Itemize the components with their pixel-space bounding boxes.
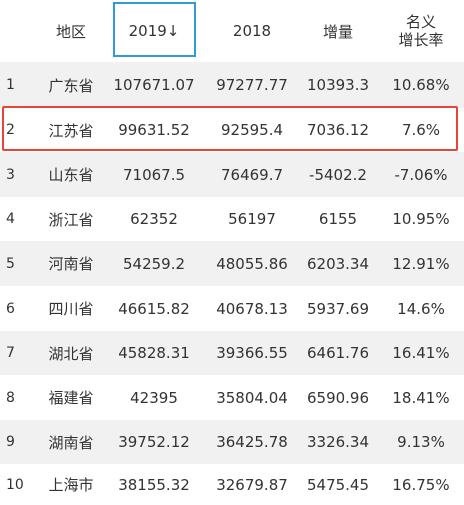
region-cell: 上海市 xyxy=(48,476,94,494)
value-2018-cell: 92595.4 xyxy=(220,121,284,139)
value-2019-cell: 45828.31 xyxy=(118,344,190,362)
growth-rate-cell: 16.41% xyxy=(392,344,450,362)
column-header-rate-line1: 名义 xyxy=(405,13,436,31)
rank-cell: 8 xyxy=(6,389,15,406)
region-cell: 广东省 xyxy=(48,76,94,95)
table-row[interactable]: 1 广东省 107671.07 97277.77 10393.3 10.68% xyxy=(0,62,464,108)
region-cell: 河南省 xyxy=(48,255,94,273)
increase-cell: 10393.3 xyxy=(306,76,370,94)
value-2018-cell: 76469.7 xyxy=(220,165,284,184)
increase-cell: 7036.12 xyxy=(306,121,370,139)
region-cell: 江苏省 xyxy=(48,121,94,140)
growth-rate-cell: 12.91% xyxy=(392,254,450,273)
increase-cell: 6203.34 xyxy=(306,254,370,273)
column-header-rate[interactable]: 名义 增长率 xyxy=(378,0,464,62)
rank-cell: 3 xyxy=(6,166,15,183)
region-cell: 福建省 xyxy=(48,389,94,407)
value-2018-cell: 97277.77 xyxy=(216,76,288,94)
rank-cell: 2 xyxy=(6,122,15,138)
growth-rate-cell: 7.6% xyxy=(401,121,441,139)
increase-cell: 6461.76 xyxy=(306,344,370,362)
growth-rate-cell: 10.68% xyxy=(392,76,450,94)
growth-rate-cell: 9.13% xyxy=(397,433,445,451)
column-header-2018[interactable]: 2018 xyxy=(232,22,272,40)
region-cell: 湖北省 xyxy=(48,344,94,363)
increase-cell: 6155 xyxy=(318,210,358,228)
table-row[interactable]: 3 山东省 71067.5 76469.7 -5402.2 -7.06% xyxy=(0,152,464,197)
region-cell: 四川省 xyxy=(48,300,94,318)
table-row[interactable]: 10 上海市 38155.32 32679.87 5475.45 16.75% xyxy=(0,464,464,505)
table-row[interactable]: 9 湖南省 39752.12 36425.78 3326.34 9.13% xyxy=(0,420,464,464)
rank-cell: 6 xyxy=(6,300,15,317)
column-header-increase[interactable]: 增量 xyxy=(322,22,353,41)
value-2019-cell: 39752.12 xyxy=(118,433,190,451)
region-cell: 山东省 xyxy=(48,166,94,184)
value-2018-cell: 32679.87 xyxy=(216,475,288,494)
value-2018-cell: 39366.55 xyxy=(216,344,288,362)
value-2019-cell: 42395 xyxy=(130,388,178,407)
increase-cell: 5475.45 xyxy=(306,475,370,494)
growth-rate-cell: 10.95% xyxy=(392,210,450,228)
growth-rate-cell: 18.41% xyxy=(392,388,450,407)
value-2018-cell: 48055.86 xyxy=(216,254,288,273)
value-2019-cell: 38155.32 xyxy=(118,475,190,494)
value-2019-cell: 99631.52 xyxy=(118,121,190,139)
table-row[interactable]: 4 浙江省 62352 56197 6155 10.95% xyxy=(0,197,464,241)
value-2019-cell: 46615.82 xyxy=(118,299,190,318)
value-2019-cell: 71067.5 xyxy=(122,165,186,184)
table-row[interactable]: 5 河南省 54259.2 48055.86 6203.34 12.91% xyxy=(0,241,464,286)
table-row[interactable]: 8 福建省 42395 35804.04 6590.96 18.41% xyxy=(0,375,464,420)
value-2019-cell: 62352 xyxy=(130,210,178,228)
growth-rate-cell: 14.6% xyxy=(397,299,445,318)
table-header-row: 地区 2019↓ 2018 增量 名义 增长率 xyxy=(0,0,464,62)
rank-cell: 10 xyxy=(6,476,24,493)
value-2018-cell: 36425.78 xyxy=(216,433,288,451)
highlight-row-outline xyxy=(2,106,458,151)
region-cell: 浙江省 xyxy=(48,210,94,229)
rank-cell: 7 xyxy=(6,345,15,361)
rank-cell: 5 xyxy=(6,255,15,272)
rank-cell: 1 xyxy=(6,77,15,93)
region-cell: 湖南省 xyxy=(48,433,94,452)
table-row[interactable]: 7 湖北省 45828.31 39366.55 6461.76 16.41% xyxy=(0,331,464,375)
value-2018-cell: 35804.04 xyxy=(216,388,288,407)
sort-column-indicator xyxy=(113,2,196,57)
column-header-rate-line2: 增长率 xyxy=(398,31,444,49)
column-header-region[interactable]: 地区 xyxy=(55,22,86,41)
rank-cell: 9 xyxy=(6,434,15,450)
increase-cell: 6590.96 xyxy=(306,388,370,407)
table-row[interactable]: 6 四川省 46615.82 40678.13 5937.69 14.6% xyxy=(0,286,464,331)
increase-cell: -5402.2 xyxy=(309,165,367,184)
column-header-2019[interactable]: 2019↓ xyxy=(128,22,180,40)
growth-rate-cell: 16.75% xyxy=(392,475,450,494)
value-2018-cell: 40678.13 xyxy=(216,299,288,318)
value-2018-cell: 56197 xyxy=(228,210,276,228)
rank-cell: 4 xyxy=(6,211,15,227)
value-2019-cell: 107671.07 xyxy=(113,76,195,94)
table-row[interactable]: 2 江苏省 99631.52 92595.4 7036.12 7.6% xyxy=(0,108,464,152)
growth-rate-cell: -7.06% xyxy=(394,165,448,184)
increase-cell: 3326.34 xyxy=(306,433,370,451)
increase-cell: 5937.69 xyxy=(306,299,370,318)
value-2019-cell: 54259.2 xyxy=(122,254,186,273)
